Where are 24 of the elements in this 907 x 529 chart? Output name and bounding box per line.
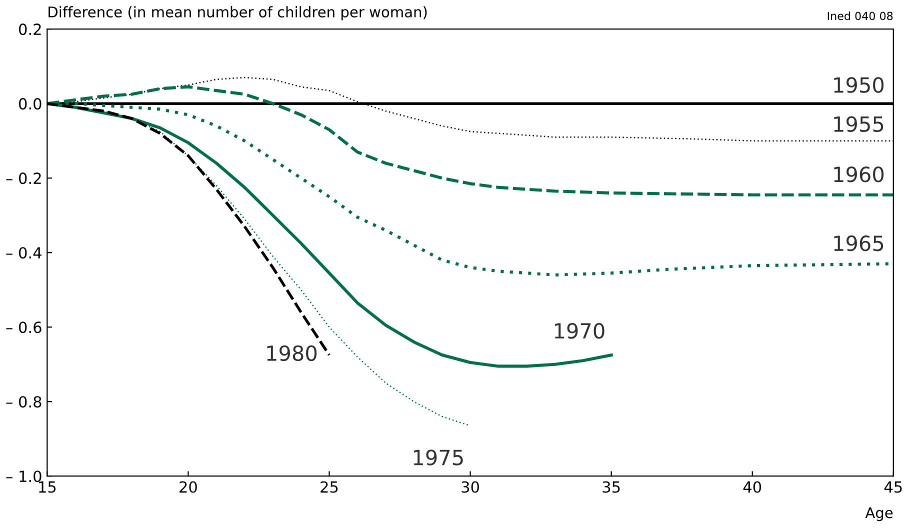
- y-tick-label: – 1.0: [6, 470, 42, 482]
- x-axis-title: Age: [865, 507, 893, 522]
- x-tick-label: 20: [180, 481, 197, 493]
- y-tick-label: – 0.8: [6, 396, 42, 408]
- y-tick-label: – 0.2: [6, 172, 41, 184]
- series-label: 1960: [834, 166, 884, 182]
- text: Ined 040 08: [828, 12, 893, 20]
- series-label: 1980: [267, 345, 317, 362]
- x-tick-label: 35: [602, 481, 620, 493]
- series-label: 1950: [834, 77, 884, 93]
- series-label: 1965: [834, 235, 884, 252]
- y-tick-label: – 0.6: [6, 322, 42, 334]
- x-tick-label: 40: [743, 481, 762, 493]
- x-tick-label: 45: [884, 481, 902, 493]
- y-tick-label: – 0.4: [6, 247, 42, 259]
- y-axis-title: Difference (in mean number of children per woman): [48, 6, 427, 20]
- y-tick-label: 0.0: [19, 98, 42, 110]
- x-tick-label: 30: [462, 481, 479, 493]
- x-tick-label: 15: [39, 481, 56, 493]
- y-tick-label: 0.2: [19, 24, 41, 36]
- series-label: 1975: [414, 450, 463, 466]
- x-tick-label: 25: [320, 481, 338, 493]
- series-label: 1970: [554, 322, 604, 339]
- series-label: 1955: [834, 116, 884, 132]
